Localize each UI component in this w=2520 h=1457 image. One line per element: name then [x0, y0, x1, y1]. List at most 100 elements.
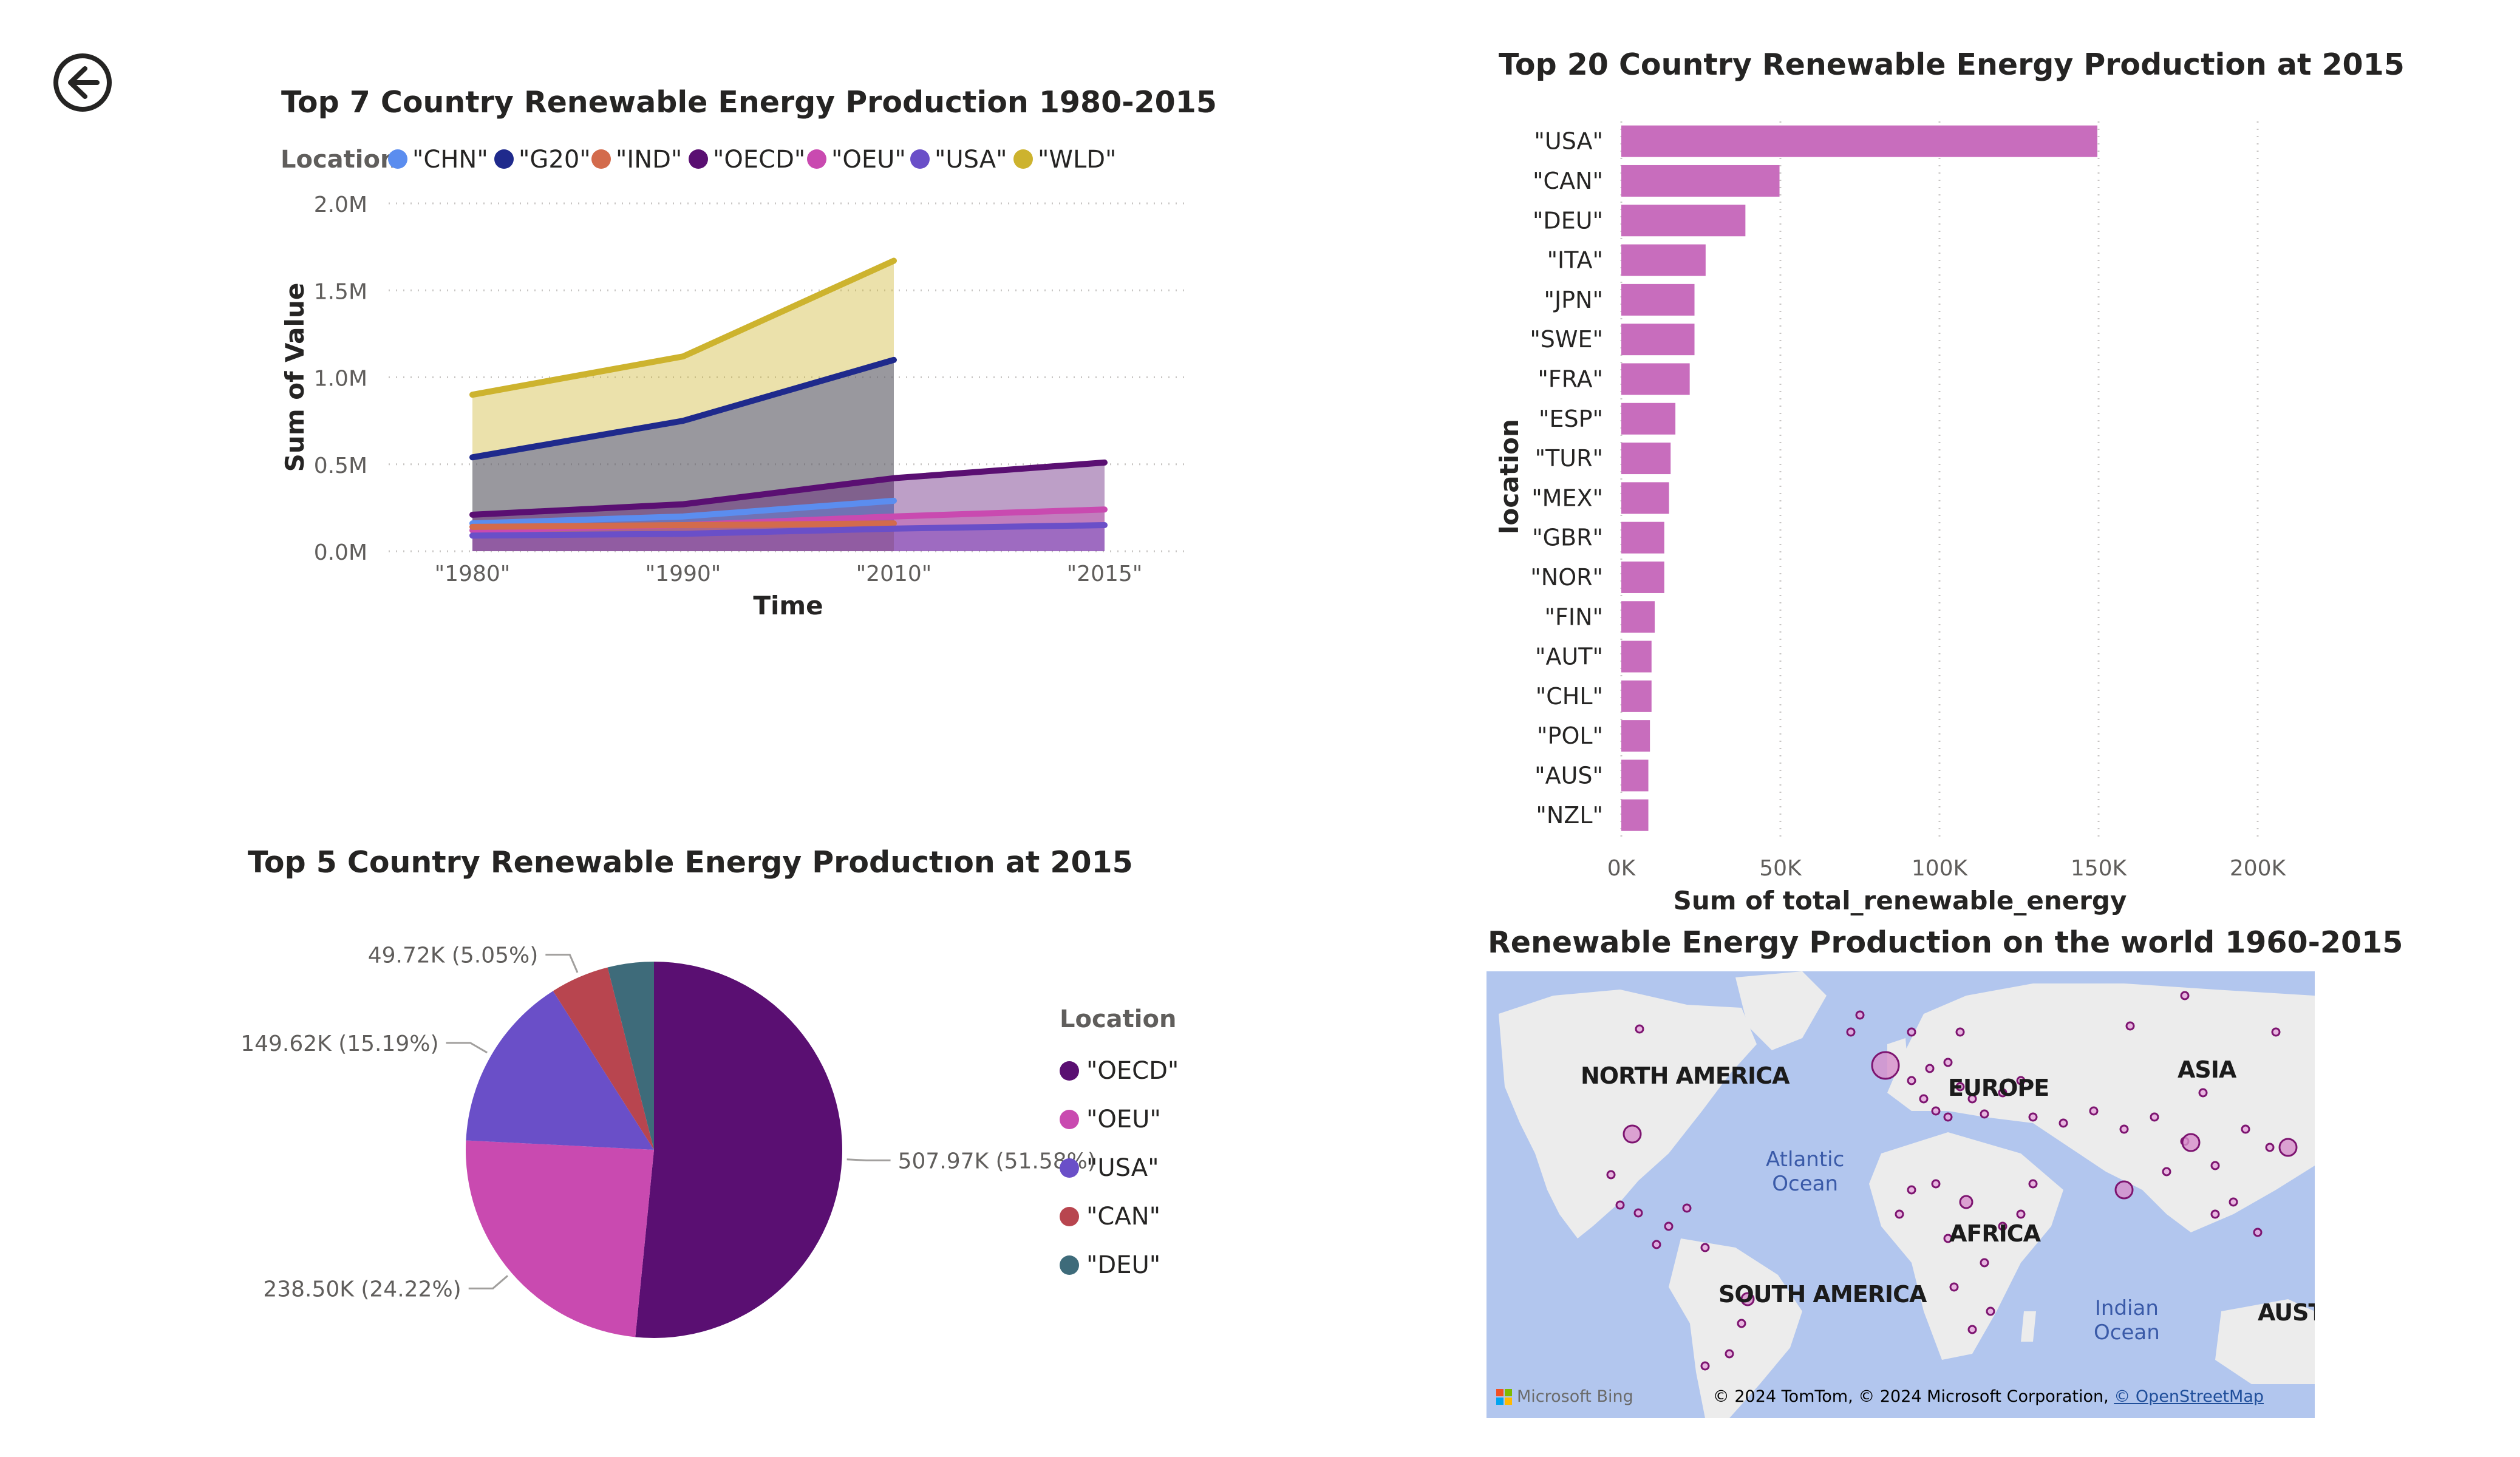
openstreetmap-link[interactable]: © OpenStreetMap	[2114, 1387, 2264, 1406]
map-bubble[interactable]	[2253, 1228, 2263, 1237]
map-bubble[interactable]	[1895, 1209, 1904, 1219]
bar-pol[interactable]	[1621, 720, 1650, 752]
area-chart-panel[interactable]: Top 7 Country Renewable Energy Productio…	[0, 0, 1217, 668]
bar-swe[interactable]	[1621, 324, 1695, 356]
bar-nzl[interactable]	[1621, 799, 1649, 831]
map-bubble[interactable]	[1931, 1179, 1941, 1189]
area-legend-item[interactable]: "OECD"	[689, 146, 805, 174]
bar-tur[interactable]	[1621, 443, 1671, 475]
bar-mex[interactable]	[1621, 482, 1669, 514]
area-legend-item[interactable]: "CHN"	[388, 146, 488, 174]
pie-legend-item[interactable]: "CAN"	[1060, 1192, 1179, 1241]
pie-slice-can[interactable]	[553, 967, 654, 1150]
map-bubble[interactable]	[2114, 1180, 2134, 1200]
bar-can[interactable]	[1621, 165, 1780, 197]
map-bubble[interactable]	[1943, 1234, 1953, 1243]
map-bubble[interactable]	[2016, 1209, 2026, 1219]
map-bubble[interactable]	[1943, 1058, 1953, 1067]
map-bubble[interactable]	[1986, 1306, 1995, 1316]
bar-usa[interactable]	[1621, 125, 2098, 157]
map-bubble[interactable]	[1700, 1361, 1710, 1371]
map-bubble[interactable]	[2210, 1209, 2220, 1219]
bar-chart-panel[interactable]: Top 20 Country Renewable Energy Producti…	[1457, 0, 2520, 947]
area-legend-item[interactable]: "IND"	[591, 146, 682, 174]
map-bubble[interactable]	[1846, 1027, 1856, 1037]
map-bubble[interactable]	[1931, 1106, 1941, 1116]
map-bubble[interactable]	[1623, 1124, 1642, 1144]
bar-gbr[interactable]	[1621, 521, 1664, 554]
map-bubble[interactable]	[1737, 1319, 1746, 1328]
map-bubble[interactable]	[1615, 1200, 1625, 1210]
map-bubble[interactable]	[1980, 1109, 1989, 1119]
map-bubble[interactable]	[2210, 1161, 2220, 1170]
map-bubble[interactable]	[1907, 1027, 1916, 1037]
bar-fin[interactable]	[1621, 601, 1655, 633]
map-bubble[interactable]	[2162, 1167, 2171, 1177]
map-bubble[interactable]	[1949, 1282, 1959, 1292]
map-bubble[interactable]	[1959, 1195, 1973, 1209]
map-bubble[interactable]	[2119, 1124, 2129, 1134]
map-bubble[interactable]	[2180, 991, 2190, 1000]
area-legend-item[interactable]: "USA"	[910, 146, 1007, 174]
pie-slice-oeu[interactable]	[466, 1140, 654, 1337]
area-legend-item[interactable]: "OEU"	[807, 146, 906, 174]
bar-ita[interactable]	[1621, 244, 1706, 276]
map-bubble[interactable]	[2016, 1076, 2026, 1085]
pie-chart-panel[interactable]: Top 5 Country Renewable Energy Productıo…	[0, 826, 1275, 1433]
map-bubble[interactable]	[2181, 1133, 2201, 1152]
map-bubble[interactable]	[1871, 1051, 1900, 1080]
area-legend-item[interactable]: "G20"	[494, 146, 591, 174]
map-bubble[interactable]	[1967, 1325, 1977, 1334]
map-bubble[interactable]	[1700, 1243, 1710, 1252]
map-bubble[interactable]	[2278, 1138, 2298, 1157]
map-bubble[interactable]	[2271, 1027, 2281, 1037]
bar-nor[interactable]	[1621, 561, 1664, 593]
map-bubble[interactable]	[1664, 1221, 1674, 1231]
map-bubble[interactable]	[1725, 1349, 1734, 1359]
bar-fra[interactable]	[1621, 363, 1690, 395]
map-bubble[interactable]	[2241, 1124, 2250, 1134]
map-bubble[interactable]	[2028, 1179, 2038, 1189]
map-bubble[interactable]	[1943, 1112, 1953, 1122]
map-bubble[interactable]	[1855, 1010, 1865, 1020]
map-bubble[interactable]	[1907, 1076, 1916, 1085]
map-bubble[interactable]	[1907, 1185, 1916, 1195]
map-bubble[interactable]	[1606, 1170, 1616, 1180]
bar-deu[interactable]	[1621, 205, 1746, 237]
map-bubble[interactable]	[1740, 1292, 1755, 1306]
map-bubble[interactable]	[1682, 1203, 1692, 1213]
map-bubble[interactable]	[2198, 1088, 2208, 1098]
area-legend-item[interactable]: "WLD"	[1013, 146, 1116, 174]
map-bubble[interactable]	[1967, 1094, 1977, 1104]
map-bubble[interactable]	[1980, 1258, 1989, 1268]
map-bubble[interactable]	[2059, 1118, 2068, 1128]
pie-legend-item[interactable]: "OECD"	[1060, 1047, 1179, 1095]
bar-chl[interactable]	[1621, 680, 1652, 712]
world-map[interactable]: NORTH AMERICA EUROPE ASIA AFRICA SOUTH A…	[1486, 971, 2315, 1418]
map-bubble[interactable]	[2125, 1021, 2135, 1031]
pie-legend-item[interactable]: "OEU"	[1060, 1095, 1179, 1144]
map-bubble[interactable]	[1635, 1024, 1644, 1034]
map-bubble[interactable]	[1955, 1082, 1965, 1092]
bar-aut[interactable]	[1621, 640, 1652, 673]
map-bubble[interactable]	[1652, 1240, 1661, 1249]
map-bubble[interactable]	[2089, 1106, 2099, 1116]
map-bubble[interactable]	[1925, 1064, 1935, 1073]
map-bubble[interactable]	[1998, 1088, 2007, 1098]
map-bubble[interactable]	[2150, 1112, 2159, 1122]
pie-legend-item[interactable]: "DEU"	[1060, 1241, 1179, 1289]
bar-jpn[interactable]	[1621, 284, 1695, 316]
map-bubble[interactable]	[1998, 1221, 2007, 1231]
map-bubble[interactable]	[1955, 1027, 1965, 1037]
map-bubble[interactable]	[2229, 1197, 2238, 1207]
pie-slice-usa[interactable]	[466, 991, 654, 1150]
pie-slice-deu[interactable]	[607, 962, 654, 1150]
bar-esp[interactable]	[1621, 402, 1676, 435]
pie-legend-item[interactable]: "USA"	[1060, 1144, 1179, 1192]
map-bubble[interactable]	[2265, 1143, 2275, 1152]
map-bubble[interactable]	[1633, 1208, 1643, 1218]
map-bubble[interactable]	[1919, 1094, 1929, 1104]
map-bubble[interactable]	[2028, 1112, 2038, 1122]
pie-slice-oecd[interactable]	[635, 962, 842, 1338]
bar-aus[interactable]	[1621, 759, 1649, 792]
